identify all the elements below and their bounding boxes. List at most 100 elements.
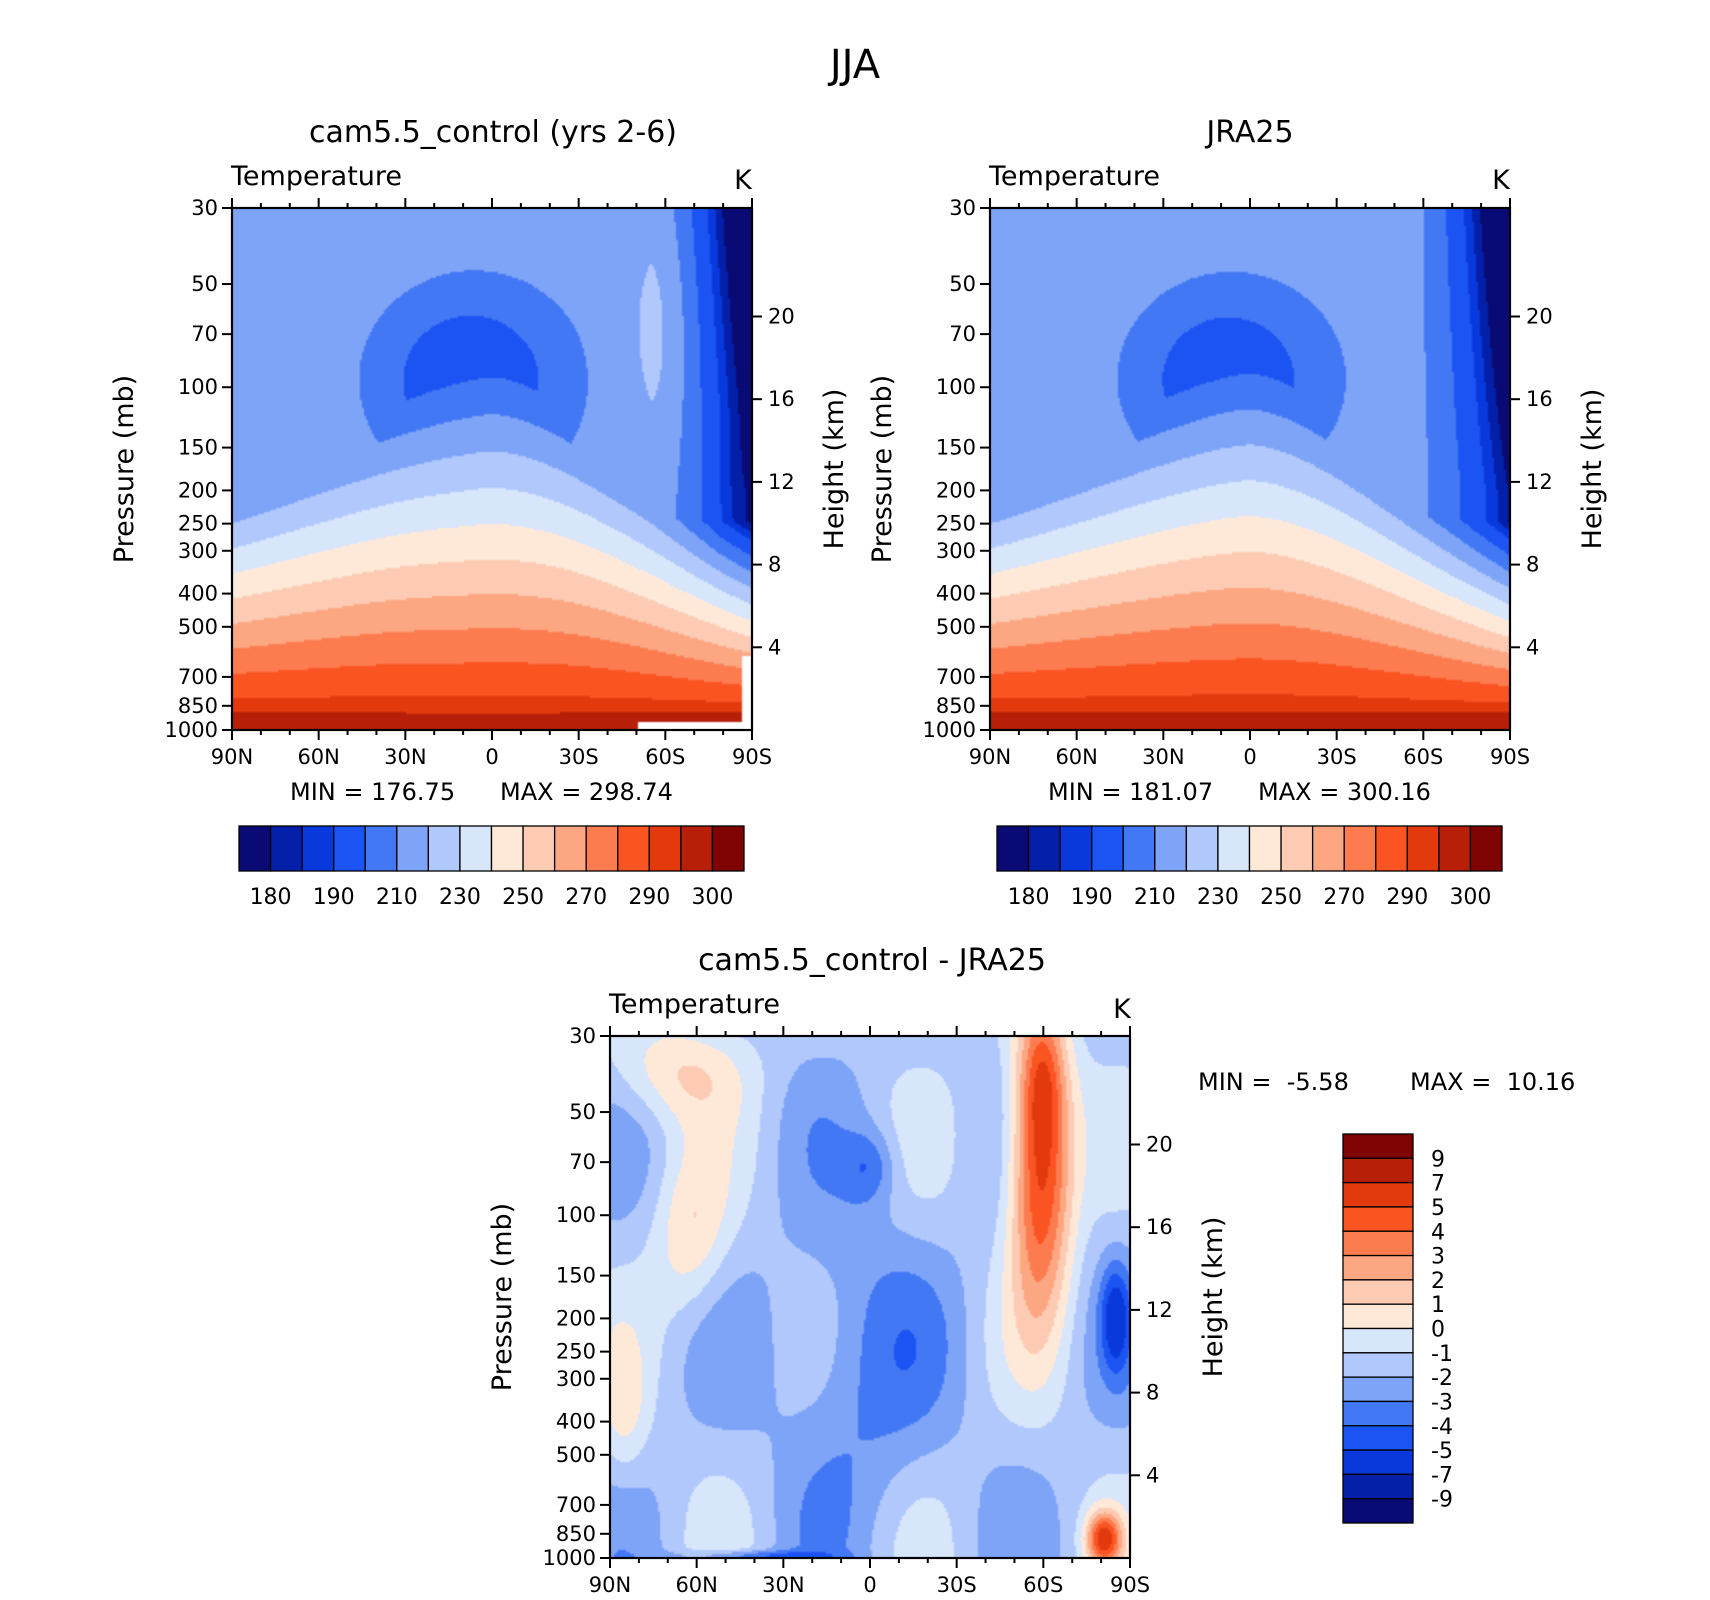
y-tick-label: 250 (556, 1340, 596, 1364)
colorbar-label: -4 (1431, 1415, 1453, 1440)
colorbar-box (396, 825, 430, 872)
colorbar-box (1248, 825, 1282, 872)
y-tick-label: 500 (556, 1443, 596, 1467)
colorbar-label: 250 (1260, 885, 1302, 910)
colorbar-label: 2 (1431, 1269, 1445, 1294)
y-tick-label: 700 (936, 665, 976, 689)
y-tick-label: 300 (936, 539, 976, 563)
colorbar-box (585, 825, 619, 872)
colorbar-label: 3 (1431, 1245, 1445, 1270)
colorbar-box (333, 825, 366, 872)
panel-obs-title: JRA25 (1204, 115, 1293, 150)
colorbar-box (1342, 1206, 1414, 1232)
colorbar-box (1280, 825, 1314, 872)
colorbar-label: 180 (250, 885, 292, 910)
colorbar-box (1059, 825, 1093, 872)
panel-obs: JRA25 Temperature K 30507010015020025030… (867, 115, 1608, 910)
y-tick-label: 850 (178, 694, 218, 718)
y-tick-label: 70 (191, 322, 218, 346)
colorbar-label: 0 (1431, 1318, 1445, 1343)
y2-tick-label: 4 (1526, 635, 1539, 659)
colorbar-label: 210 (376, 885, 418, 910)
x-tick-label: 90N (589, 1573, 631, 1597)
panel-diff-min: MIN = -5.58 (1198, 1068, 1349, 1096)
y-tick-label: 200 (936, 478, 976, 502)
colorbar-box (1185, 825, 1219, 872)
colorbar-label: 270 (565, 885, 607, 910)
colorbar-box (711, 825, 745, 872)
panel-model-max: MAX = 298.74 (500, 778, 673, 806)
colorbar-box (1342, 1400, 1414, 1427)
y-tick-label: 300 (178, 539, 218, 563)
colorbar-box (1343, 825, 1377, 872)
colorbar-box (1342, 1449, 1414, 1476)
x-tick-label: 0 (1243, 745, 1256, 769)
x-tick-label: 30N (1142, 745, 1184, 769)
colorbar-box (238, 825, 272, 872)
y-tick-label: 100 (556, 1203, 596, 1227)
panel-model-ylabel2: Height (km) (819, 389, 850, 550)
panel-diff-max: MAX = 10.16 (1410, 1068, 1575, 1096)
y2-tick-label: 20 (1146, 1132, 1173, 1156)
y-tick-label: 50 (949, 272, 976, 296)
x-tick-label: 30N (762, 1573, 804, 1597)
y2-tick-label: 8 (1526, 553, 1539, 577)
colorbar-label: 1 (1431, 1293, 1445, 1318)
panel-model-min: MIN = 176.75 (290, 778, 455, 806)
colorbar-box (1027, 825, 1061, 872)
colorbar-box (1342, 1133, 1414, 1159)
colorbar-label: 270 (1323, 885, 1365, 910)
panel-model-units: K (734, 165, 753, 196)
colorbar-box (680, 825, 714, 872)
colorbar-box (301, 825, 335, 872)
panel-obs-contour-field (990, 208, 1510, 730)
colorbar-box (490, 825, 524, 872)
panel-diff-ylabel2: Height (km) (1198, 1217, 1229, 1378)
panel-obs-colorbar: 180 190 210 230 250 270 290 300 (996, 825, 1503, 910)
y-tick-label: 30 (949, 196, 976, 220)
y-tick-label: 150 (556, 1264, 596, 1288)
panel-diff: cam5.5_control - JRA25 Temperature K 3 0 5… (487, 943, 1575, 1597)
x-tick-label: 0 (485, 745, 498, 769)
x-tick-label: 30S (1317, 745, 1357, 769)
panel-model-title: cam5.5_control (yrs 2-6) (309, 115, 677, 150)
colorbar-label: 190 (1071, 885, 1113, 910)
panel-diff-title: cam5.5_control - JRA25 (698, 943, 1046, 978)
panel-obs-ylabel: Pressure (mb) (867, 375, 898, 563)
colorbar-box (1342, 1498, 1414, 1524)
colorbar-label: 4 (1431, 1220, 1445, 1245)
x-tick-label: 60S (645, 745, 685, 769)
colorbar-label: 230 (439, 885, 481, 910)
x-tick-label: 90S (732, 745, 772, 769)
colorbar-label: -5 (1431, 1439, 1453, 1464)
panel-diff-units: K (1113, 994, 1132, 1025)
panel-diff-variable: Temperature (608, 989, 780, 1020)
y2-tick-label: 8 (1146, 1381, 1159, 1405)
colorbar-box (1342, 1303, 1414, 1330)
colorbar-box (617, 825, 650, 872)
colorbar-label: -1 (1431, 1342, 1453, 1367)
y-tick-label: 50 (569, 1100, 596, 1124)
colorbar-box (1122, 825, 1156, 872)
colorbar-box (1342, 1279, 1414, 1305)
y-tick-label: 70 (569, 1150, 596, 1174)
y-tick-label: 700 (556, 1493, 596, 1517)
y-tick-label: 150 (936, 436, 976, 460)
y-tick-label: 250 (936, 512, 976, 536)
y-tick-label: 250 (178, 512, 218, 536)
x-tick-label: 60S (1023, 1573, 1063, 1597)
y-tick-label: 50 (191, 272, 218, 296)
y-tick-label: 700 (178, 665, 218, 689)
y-tick-label: 850 (936, 694, 976, 718)
colorbar-box (1342, 1473, 1414, 1500)
y-tick-label: 1000 (543, 1546, 596, 1570)
y-tick-label: 400 (556, 1410, 596, 1434)
panel-obs-min: MIN = 181.07 (1048, 778, 1213, 806)
colorbar-box (1217, 825, 1251, 872)
colorbar-box (1342, 1352, 1414, 1378)
colorbar-box (1091, 825, 1124, 872)
colorbar-box (522, 825, 556, 872)
panel-model-colorbar: 180 190 210 230 250 270 290 300 (238, 825, 745, 910)
